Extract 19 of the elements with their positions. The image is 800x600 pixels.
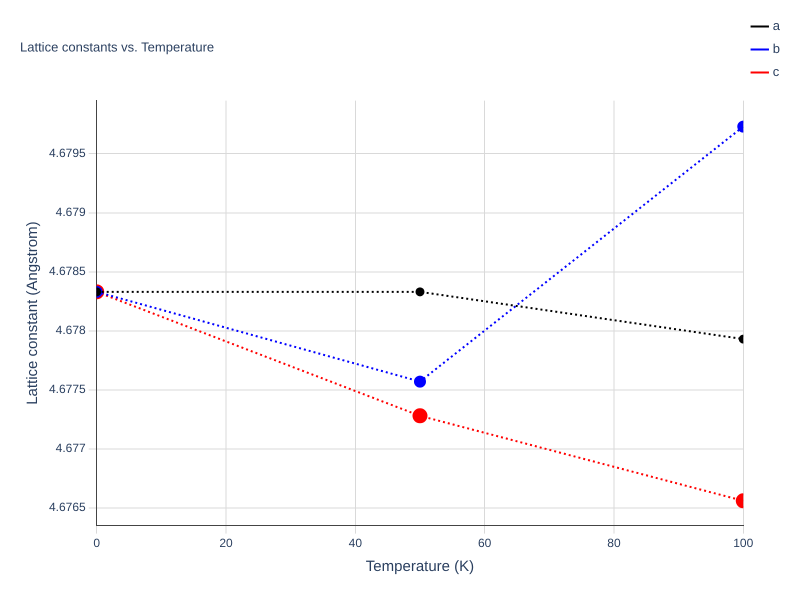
y-tick-label: 4.677: [56, 441, 86, 456]
x-tick-label: 80: [607, 536, 621, 550]
legend-label: b: [772, 41, 780, 56]
x-tick-label: 20: [219, 536, 234, 550]
y-tick-label: 4.678: [56, 323, 86, 338]
x-tick-label: 60: [478, 536, 492, 550]
chart-title: Lattice constants vs. Temperature: [20, 39, 214, 54]
legend-label: c: [772, 64, 780, 80]
x-tick-label: 0: [93, 536, 100, 550]
x-axis-title: Temperature (K): [366, 558, 474, 576]
y-tick-label: 4.6775: [49, 382, 86, 396]
y-tick-label: 4.6785: [49, 264, 86, 278]
legend-label: a: [772, 18, 781, 34]
x-tick-label: 40: [348, 536, 362, 550]
y-tick-label: 4.679: [56, 205, 86, 220]
y-axis-title: Lattice constant (Angstrom): [24, 221, 42, 405]
y-tick-label: 4.6765: [49, 500, 86, 514]
x-tick-label: 100: [733, 536, 754, 550]
y-tick-label: 4.6795: [49, 146, 86, 160]
